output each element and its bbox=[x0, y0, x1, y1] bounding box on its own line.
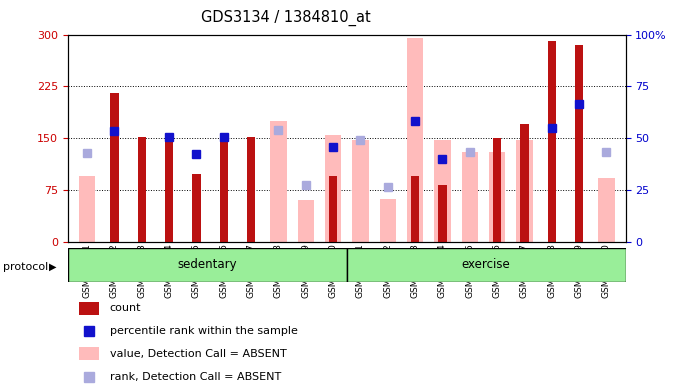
Bar bbox=[79, 176, 95, 242]
Text: ▶: ▶ bbox=[49, 262, 56, 272]
Bar bbox=[247, 137, 255, 242]
FancyBboxPatch shape bbox=[68, 35, 626, 242]
Bar bbox=[598, 178, 615, 242]
Text: rank, Detection Call = ABSENT: rank, Detection Call = ABSENT bbox=[109, 372, 281, 382]
Bar bbox=[493, 138, 501, 242]
Text: protocol: protocol bbox=[3, 262, 49, 272]
Text: GDS3134 / 1384810_at: GDS3134 / 1384810_at bbox=[201, 10, 371, 26]
Text: percentile rank within the sample: percentile rank within the sample bbox=[109, 326, 298, 336]
Bar bbox=[520, 124, 528, 242]
Text: value, Detection Call = ABSENT: value, Detection Call = ABSENT bbox=[109, 349, 286, 359]
Bar bbox=[547, 41, 556, 242]
Bar bbox=[165, 137, 173, 242]
Bar bbox=[298, 200, 314, 242]
Bar bbox=[137, 137, 146, 242]
Bar bbox=[329, 176, 337, 242]
Bar bbox=[68, 248, 347, 282]
Bar bbox=[220, 137, 228, 242]
Bar bbox=[462, 152, 478, 242]
Bar bbox=[435, 140, 451, 242]
Bar bbox=[489, 152, 505, 242]
FancyBboxPatch shape bbox=[79, 302, 99, 315]
Bar bbox=[192, 174, 201, 242]
Text: exercise: exercise bbox=[462, 258, 511, 271]
Bar bbox=[110, 93, 118, 242]
Bar bbox=[439, 185, 447, 242]
Text: count: count bbox=[109, 303, 141, 313]
Bar bbox=[411, 176, 420, 242]
Bar bbox=[347, 248, 626, 282]
Bar bbox=[407, 38, 424, 242]
Bar bbox=[516, 140, 532, 242]
Bar bbox=[379, 199, 396, 242]
Bar bbox=[575, 45, 583, 242]
Bar bbox=[270, 121, 287, 242]
Bar bbox=[325, 135, 341, 242]
FancyBboxPatch shape bbox=[79, 347, 99, 360]
Text: sedentary: sedentary bbox=[177, 258, 237, 271]
Bar bbox=[352, 140, 369, 242]
